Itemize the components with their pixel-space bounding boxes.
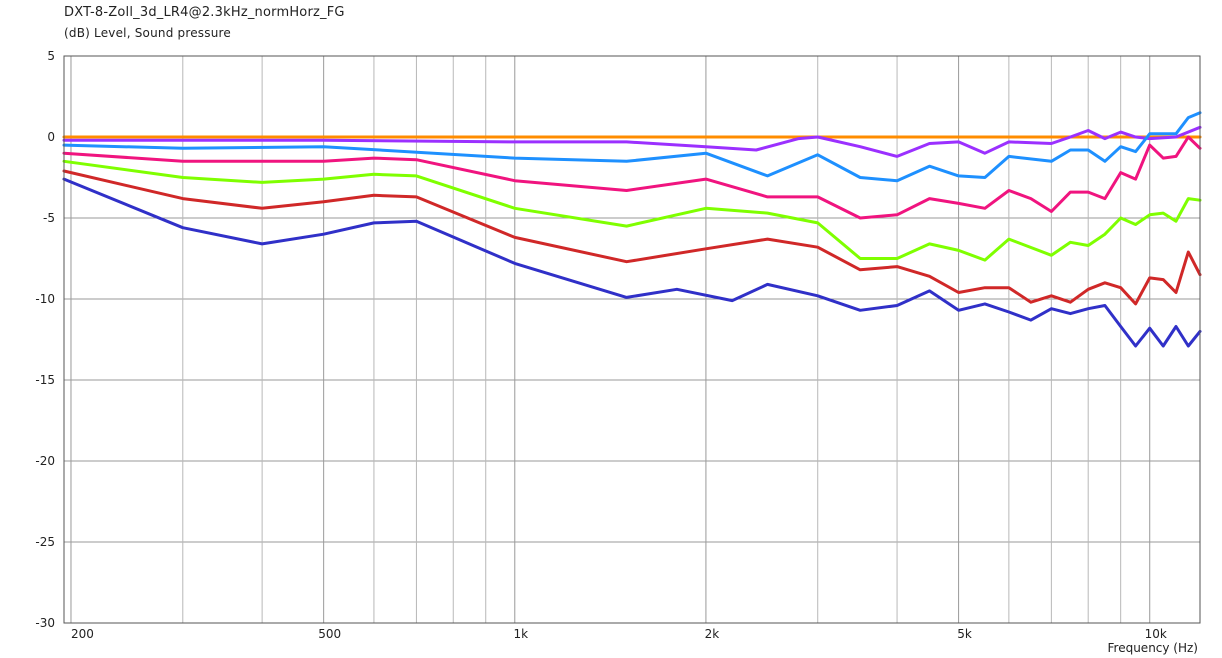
y-tick-label: -15	[35, 373, 55, 387]
y-tick-label: -25	[35, 535, 55, 549]
chart-title: DXT-8-Zoll_3d_LR4@2.3kHz_normHorz_FG	[64, 5, 345, 20]
x-tick-label: 500	[318, 627, 341, 641]
x-axis-label: Frequency (Hz)	[1108, 641, 1199, 655]
series-line-4	[62, 135, 1202, 220]
x-tick-labels: 200 500 1k 2k 5k 10k	[71, 627, 1167, 641]
y-tick-label: -30	[35, 616, 55, 630]
series-line-6	[62, 169, 1202, 306]
y-tick-labels: 5 0 -5 -10 -15 -20 -25 -30	[35, 49, 55, 630]
series-line-3	[62, 111, 1202, 183]
x-tick-label: 10k	[1145, 627, 1167, 641]
y-tick-label: 5	[47, 49, 55, 63]
series-group	[62, 111, 1202, 348]
x-tick-label: 5k	[957, 627, 972, 641]
x-tick-label: 1k	[513, 627, 528, 641]
x-tick-label: 2k	[705, 627, 720, 641]
series-line-5	[62, 159, 1202, 262]
x-tick-label: 200	[71, 627, 94, 641]
series-line-2	[62, 125, 1202, 158]
y-tick-label: -5	[43, 211, 55, 225]
y-tick-label: -20	[35, 454, 55, 468]
plot-frame	[63, 55, 1201, 624]
y-tick-label: 0	[47, 130, 55, 144]
y-tick-label: -10	[35, 292, 55, 306]
y-axis-label: (dB) Level, Sound pressure	[64, 26, 231, 40]
series-line-7	[62, 177, 1202, 348]
